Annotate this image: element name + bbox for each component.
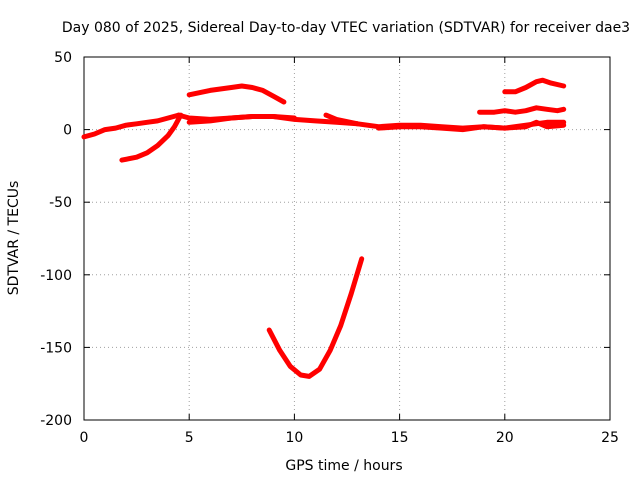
axis-ticks: 0 5 10 15 20 25 -200 -150 -100 -50 0 50 [40,50,619,446]
series-line-arc-2 [119,112,184,163]
data-series [81,77,567,379]
x-tick-label: 15 [391,430,409,446]
y-tick-label: 50 [54,50,72,66]
series-line-arc-9 [477,105,567,115]
series-line-arc-1 [81,112,182,140]
y-tick-label: -150 [40,340,72,356]
y-axis-label: SDTVAR / TECUs [6,181,22,296]
series-line-arc-8 [376,119,567,133]
y-tick-label: -100 [40,268,72,284]
x-tick-label: 10 [285,430,303,446]
y-tick-label: -50 [49,195,72,211]
series-line-arc-10 [502,77,567,95]
plot-frame [83,56,611,421]
x-tick-label: 5 [185,430,194,446]
x-tick-label: 25 [601,430,619,446]
series-line-arc-4 [186,83,287,105]
x-tick-label: 0 [80,430,89,446]
x-axis-label: GPS time / hours [285,458,402,474]
series-line-arc-6 [266,256,365,379]
y-tick-label: -200 [40,413,72,429]
y-tick-label: 0 [63,123,72,139]
series-line-arc-5 [186,114,297,125]
chart-title: Day 080 of 2025, Sidereal Day-to-day VTE… [62,20,630,36]
x-tick-label: 20 [496,430,514,446]
